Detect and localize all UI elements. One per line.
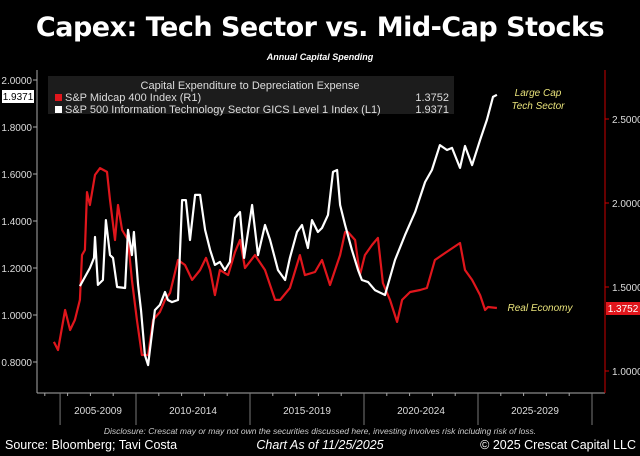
left-tick-label: 1.8000 — [1, 123, 32, 134]
left-tick-label: 1.2000 — [1, 264, 32, 275]
legend-label-midcap: S&P Midcap 400 Index (R1) — [65, 92, 201, 104]
right-tick-label: 2.5000 — [612, 115, 640, 126]
right-tick-label: 2.0000 — [612, 199, 640, 210]
legend-box — [48, 76, 454, 114]
footer-date: Chart As of 11/25/2025 — [256, 438, 384, 452]
right-last-value-badge — [606, 302, 640, 315]
chart-title: Capex: Tech Sector vs. Mid-Cap Stocks — [35, 12, 605, 43]
left-last-value: 1.9371 — [3, 92, 34, 103]
footer-source: Source: Bloomberg; Tavi Costa — [5, 438, 178, 452]
disclosure: Disclosure: Crescat may or may not own t… — [103, 426, 537, 436]
left-last-value-badge — [2, 90, 34, 103]
x-tick-label: 2025-2029 — [511, 406, 559, 417]
left-tick-label: 1.6000 — [1, 170, 32, 181]
legend-swatch-red — [55, 94, 62, 101]
left-tick-label: 1.0000 — [1, 311, 32, 322]
left-tick-label: 0.8000 — [1, 358, 32, 369]
legend-title: Capital Expenditure to Depreciation Expe… — [141, 80, 360, 92]
legend-value-tech: 1.9371 — [415, 104, 449, 116]
right-last-value: 1.3752 — [608, 304, 639, 315]
footer-copyright: © 2025 Crescat Capital LLC — [480, 438, 636, 452]
right-tick-label: 1.5000 — [612, 283, 640, 294]
left-tick-label: 2.0000 — [1, 76, 32, 87]
legend-value-midcap: 1.3752 — [415, 92, 449, 104]
right-tick-label: 1.0000 — [612, 367, 640, 378]
x-tick-label: 2005-2009 — [74, 406, 122, 417]
legend-swatch-white — [55, 106, 62, 113]
x-tick-label: 2015-2019 — [283, 406, 331, 417]
annotation-tech-sector: Tech Sector — [512, 101, 566, 112]
left-tick-label: 1.4000 — [1, 217, 32, 228]
midcap-series-line — [52, 167, 498, 357]
legend-label-tech: S&P 500 Information Technology Sector GI… — [65, 104, 381, 116]
x-tick-label: 2010-2014 — [169, 406, 217, 417]
annotation-large-cap: Large Cap — [515, 88, 562, 99]
x-tick-label: 2020-2024 — [397, 406, 445, 417]
chart-subtitle: Annual Capital Spending — [266, 52, 374, 62]
tech-series-line — [78, 93, 498, 367]
annotation-real-economy: Real Economy — [507, 303, 573, 314]
